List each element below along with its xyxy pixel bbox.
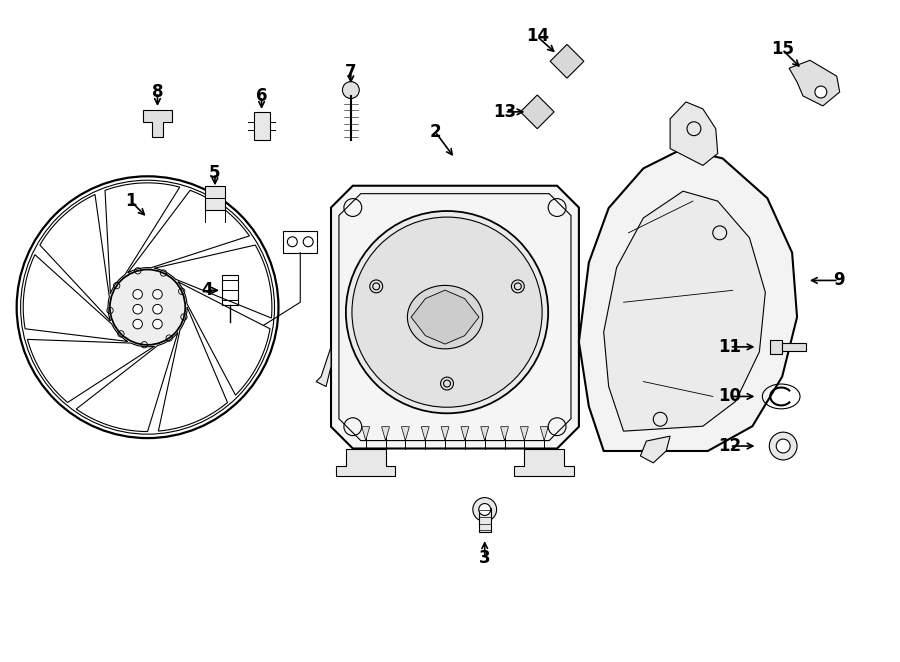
Text: 1: 1 xyxy=(125,192,137,210)
Circle shape xyxy=(153,305,162,314)
Polygon shape xyxy=(421,427,429,441)
Text: 8: 8 xyxy=(152,83,163,101)
Circle shape xyxy=(472,498,497,522)
Circle shape xyxy=(776,439,790,453)
Polygon shape xyxy=(441,427,449,441)
Polygon shape xyxy=(550,44,584,78)
Text: 6: 6 xyxy=(256,87,267,105)
Bar xyxy=(770,340,782,354)
Polygon shape xyxy=(540,427,548,441)
Circle shape xyxy=(110,269,185,345)
Polygon shape xyxy=(461,427,469,441)
Text: 3: 3 xyxy=(479,549,490,567)
Bar xyxy=(284,231,317,253)
Polygon shape xyxy=(604,191,765,431)
Bar xyxy=(205,186,225,210)
Circle shape xyxy=(479,504,490,516)
Text: 12: 12 xyxy=(718,437,742,455)
Circle shape xyxy=(342,81,359,99)
Polygon shape xyxy=(382,427,390,441)
Polygon shape xyxy=(23,255,128,342)
Bar xyxy=(254,112,269,140)
Polygon shape xyxy=(401,427,410,441)
Bar xyxy=(479,508,490,532)
Polygon shape xyxy=(158,307,228,431)
Polygon shape xyxy=(27,340,155,402)
Polygon shape xyxy=(520,95,554,128)
Polygon shape xyxy=(76,332,178,432)
Circle shape xyxy=(133,305,142,314)
Circle shape xyxy=(133,289,142,299)
Polygon shape xyxy=(670,102,717,166)
Polygon shape xyxy=(520,427,528,441)
Polygon shape xyxy=(481,427,489,441)
Polygon shape xyxy=(105,183,180,294)
Text: 14: 14 xyxy=(526,28,549,46)
Polygon shape xyxy=(362,427,370,441)
Polygon shape xyxy=(142,110,172,136)
Text: 5: 5 xyxy=(209,164,220,182)
Polygon shape xyxy=(178,282,270,395)
Polygon shape xyxy=(408,285,482,349)
Circle shape xyxy=(133,319,142,329)
Polygon shape xyxy=(579,148,797,451)
Text: 10: 10 xyxy=(718,387,741,405)
Bar xyxy=(222,275,238,305)
Polygon shape xyxy=(155,245,272,318)
Polygon shape xyxy=(789,60,840,106)
Text: 11: 11 xyxy=(718,338,741,356)
Polygon shape xyxy=(515,449,574,476)
Text: 4: 4 xyxy=(202,281,213,299)
Polygon shape xyxy=(128,191,249,273)
Circle shape xyxy=(153,289,162,299)
Text: 2: 2 xyxy=(429,122,441,141)
Polygon shape xyxy=(641,436,670,463)
Polygon shape xyxy=(336,449,395,476)
Polygon shape xyxy=(500,427,508,441)
Circle shape xyxy=(352,217,542,407)
Circle shape xyxy=(770,432,797,460)
Text: 15: 15 xyxy=(770,40,794,58)
Polygon shape xyxy=(411,290,479,344)
Circle shape xyxy=(346,211,548,413)
Text: 9: 9 xyxy=(832,271,844,289)
Text: 13: 13 xyxy=(493,103,516,121)
Circle shape xyxy=(814,86,827,98)
Polygon shape xyxy=(331,186,579,449)
Circle shape xyxy=(153,319,162,329)
Polygon shape xyxy=(316,347,331,387)
Bar xyxy=(782,343,806,351)
Text: 7: 7 xyxy=(345,63,356,81)
Polygon shape xyxy=(40,195,111,320)
